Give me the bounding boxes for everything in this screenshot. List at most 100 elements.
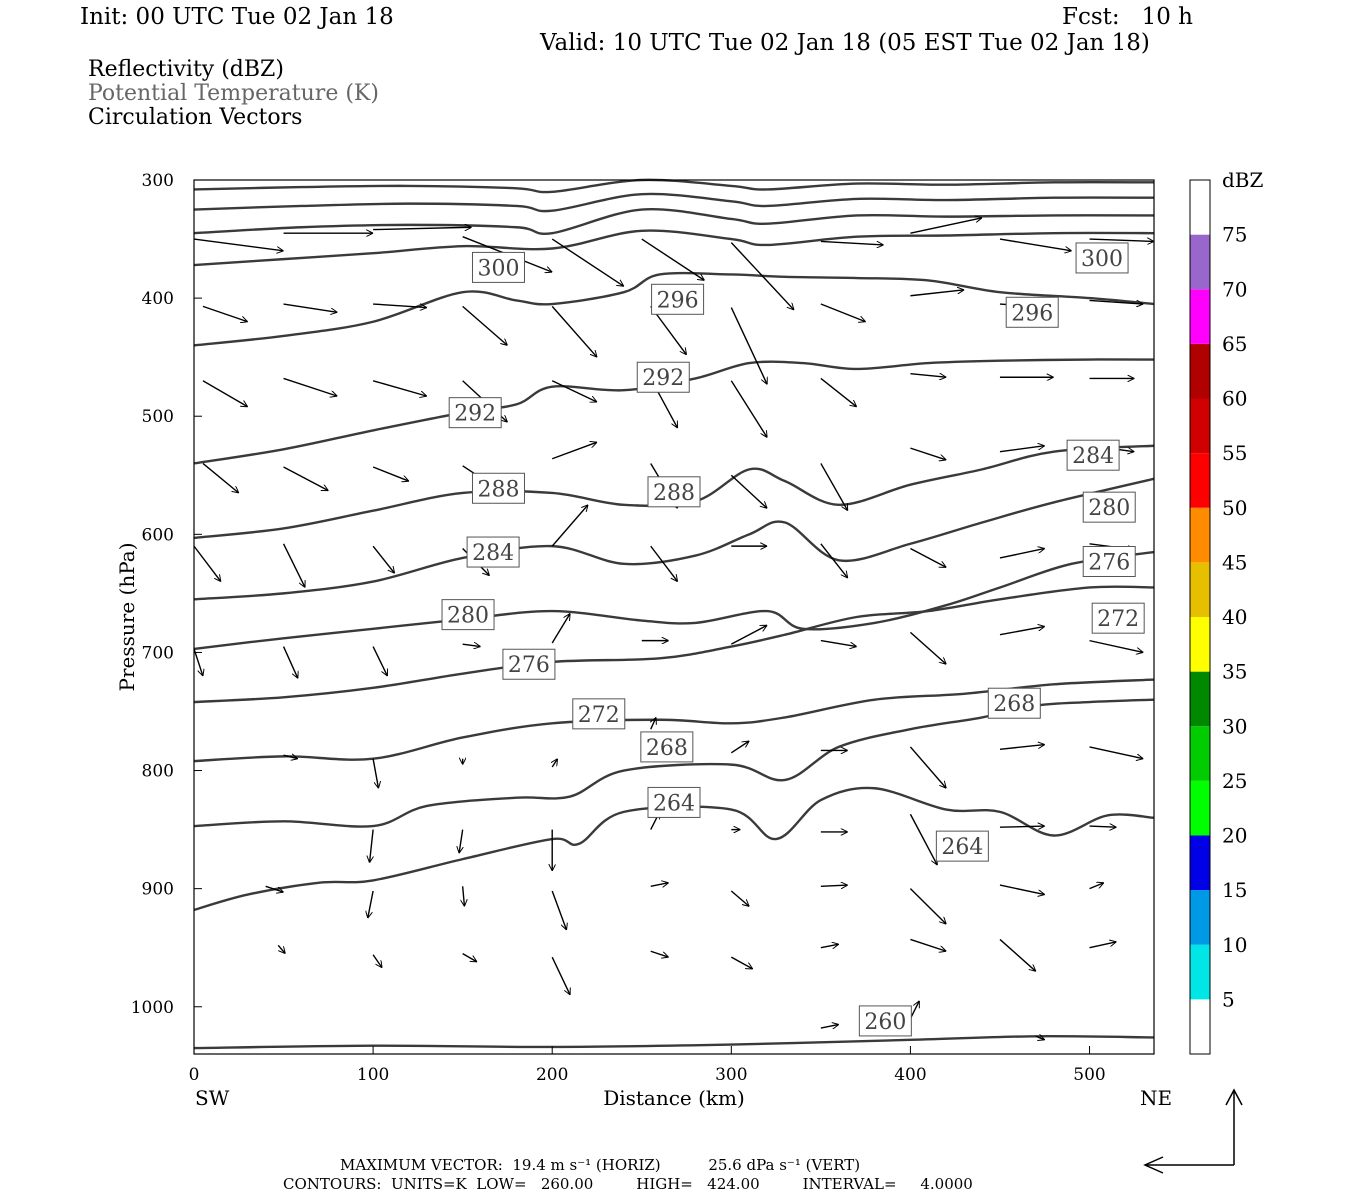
colorbar-label: 45 xyxy=(1222,550,1247,574)
colorbar-title: dBZ xyxy=(1222,168,1264,192)
circulation-vector xyxy=(651,717,656,730)
colorbar-label: 50 xyxy=(1222,496,1247,520)
x-tick-label: 300 xyxy=(715,1065,747,1085)
colorbar: 5 10 15 20 25 30 35 40 45 50 55 60 65 70 75 xyxy=(1189,179,1247,1055)
colorbar-label: 75 xyxy=(1222,223,1247,247)
contour-label: 284 xyxy=(472,541,514,566)
y-tick-label: 300 xyxy=(142,171,174,191)
y-tick-label: 400 xyxy=(142,289,174,309)
circulation-vector xyxy=(910,938,946,951)
circulation-vector xyxy=(730,474,767,508)
circulation-vector xyxy=(641,238,705,280)
circulation-vector xyxy=(551,956,570,995)
colorbar-swatch xyxy=(1190,562,1210,617)
contour-label-box xyxy=(471,251,525,283)
contour-label-box xyxy=(466,536,520,568)
circulation-vector xyxy=(1089,299,1144,304)
colorbar-label: 35 xyxy=(1222,660,1247,684)
contour-label-box xyxy=(647,786,701,818)
circulation-vector xyxy=(277,944,285,953)
x-tick-label: 100 xyxy=(357,1065,389,1085)
circulation-vector xyxy=(202,462,239,493)
contour-label-box xyxy=(441,599,495,631)
contour-label: 296 xyxy=(657,288,699,313)
theta-contour-300 xyxy=(193,229,1155,267)
colorbar-swatch xyxy=(1190,343,1210,399)
colorbar-swatch xyxy=(1190,890,1210,945)
circulation-vector xyxy=(910,547,946,569)
y-axis: 300 400 500 600 700 800 900 1000 xyxy=(131,171,202,1018)
contour-label: 288 xyxy=(477,477,519,502)
circulation-vector xyxy=(730,741,749,754)
contour-label: 292 xyxy=(642,366,684,391)
colorbar-swatch xyxy=(1190,507,1210,563)
contour-labels: 300 300 296 296 292 292 288 288 284 284 280 280 276 2… xyxy=(441,242,1145,1037)
contour-label: 268 xyxy=(993,692,1035,717)
contour-label: 280 xyxy=(447,604,489,629)
colorbar-frame xyxy=(1189,179,1211,1055)
field-label-theta: Potential Temperature (K) xyxy=(88,81,379,106)
circulation-vector xyxy=(282,543,306,588)
circulation-vector xyxy=(730,380,768,438)
circulation-vector xyxy=(283,466,329,492)
colorbar-label: 15 xyxy=(1222,878,1247,902)
circulation-vector xyxy=(909,813,938,865)
contour-label-box xyxy=(935,830,989,862)
contour-label-box xyxy=(987,687,1041,719)
contour-label: 260 xyxy=(864,1010,906,1035)
colorbar-label: 65 xyxy=(1222,332,1247,356)
colorbar-swatch xyxy=(1190,671,1210,727)
circulation-vector xyxy=(999,745,1045,750)
colorbar-label: 40 xyxy=(1222,605,1247,629)
theta-contour-284 xyxy=(193,477,1155,601)
circulation-vector xyxy=(193,648,203,676)
circulation-vector xyxy=(265,885,284,892)
circulation-vector xyxy=(820,639,857,647)
circulation-vector xyxy=(1035,1036,1045,1040)
circulation-vector xyxy=(820,885,848,886)
circulation-vector xyxy=(459,829,463,854)
colorbar-swatch xyxy=(1190,944,1210,1000)
max-vector-note: MAXIMUM VECTOR: 19.4 m s⁻¹ (HORIZ) 25.6 … xyxy=(340,1156,861,1174)
circulation-vector xyxy=(730,242,794,310)
forecast-hour: Fcst: 10 h xyxy=(1062,4,1193,30)
colorbar-swatch xyxy=(1190,780,1210,836)
contour-label: 272 xyxy=(1097,607,1139,632)
circulation-vector xyxy=(370,829,374,863)
contour-label-box xyxy=(1091,602,1145,634)
colorbar-label: 60 xyxy=(1222,387,1247,411)
circulation-vector xyxy=(909,1001,920,1019)
circulation-vector xyxy=(730,307,767,385)
circulation-vector xyxy=(730,956,752,970)
contour-label: 284 xyxy=(1072,444,1114,469)
circulation-vector xyxy=(372,380,427,396)
contour-label-box xyxy=(1066,439,1120,471)
colorbar-swatch xyxy=(1190,180,1210,235)
circulation-vector xyxy=(820,543,848,578)
contour-label-box xyxy=(651,283,705,315)
theta-contour-276 xyxy=(193,585,1155,704)
colorbar-swatch xyxy=(1190,726,1210,781)
theta-contour-312 xyxy=(193,178,1155,194)
circulation-vector xyxy=(202,380,248,408)
circulation-vector xyxy=(372,954,382,968)
contour-label-box xyxy=(636,361,690,393)
circulation-vector xyxy=(650,883,669,887)
circulation-vector xyxy=(650,545,678,581)
x-tick-label: 200 xyxy=(536,1065,568,1085)
init-time: Init: 00 UTC Tue 02 Jan 18 xyxy=(80,4,394,30)
contour-label-box xyxy=(1082,491,1136,523)
contour-label-box xyxy=(572,698,626,730)
circulation-vector xyxy=(372,758,378,789)
circulation-vector xyxy=(462,644,481,646)
circulation-vector xyxy=(820,1024,839,1028)
y-tick-label: 500 xyxy=(142,407,174,427)
circulation-vector xyxy=(1089,942,1117,949)
plot-frame xyxy=(193,179,1155,1055)
circulation-vector xyxy=(1089,883,1104,890)
circulation-vector xyxy=(372,466,409,481)
circulation-vector xyxy=(999,548,1045,559)
contour-label: 276 xyxy=(508,653,550,678)
circulation-vector xyxy=(999,938,1036,971)
circulation-vector xyxy=(193,238,284,251)
